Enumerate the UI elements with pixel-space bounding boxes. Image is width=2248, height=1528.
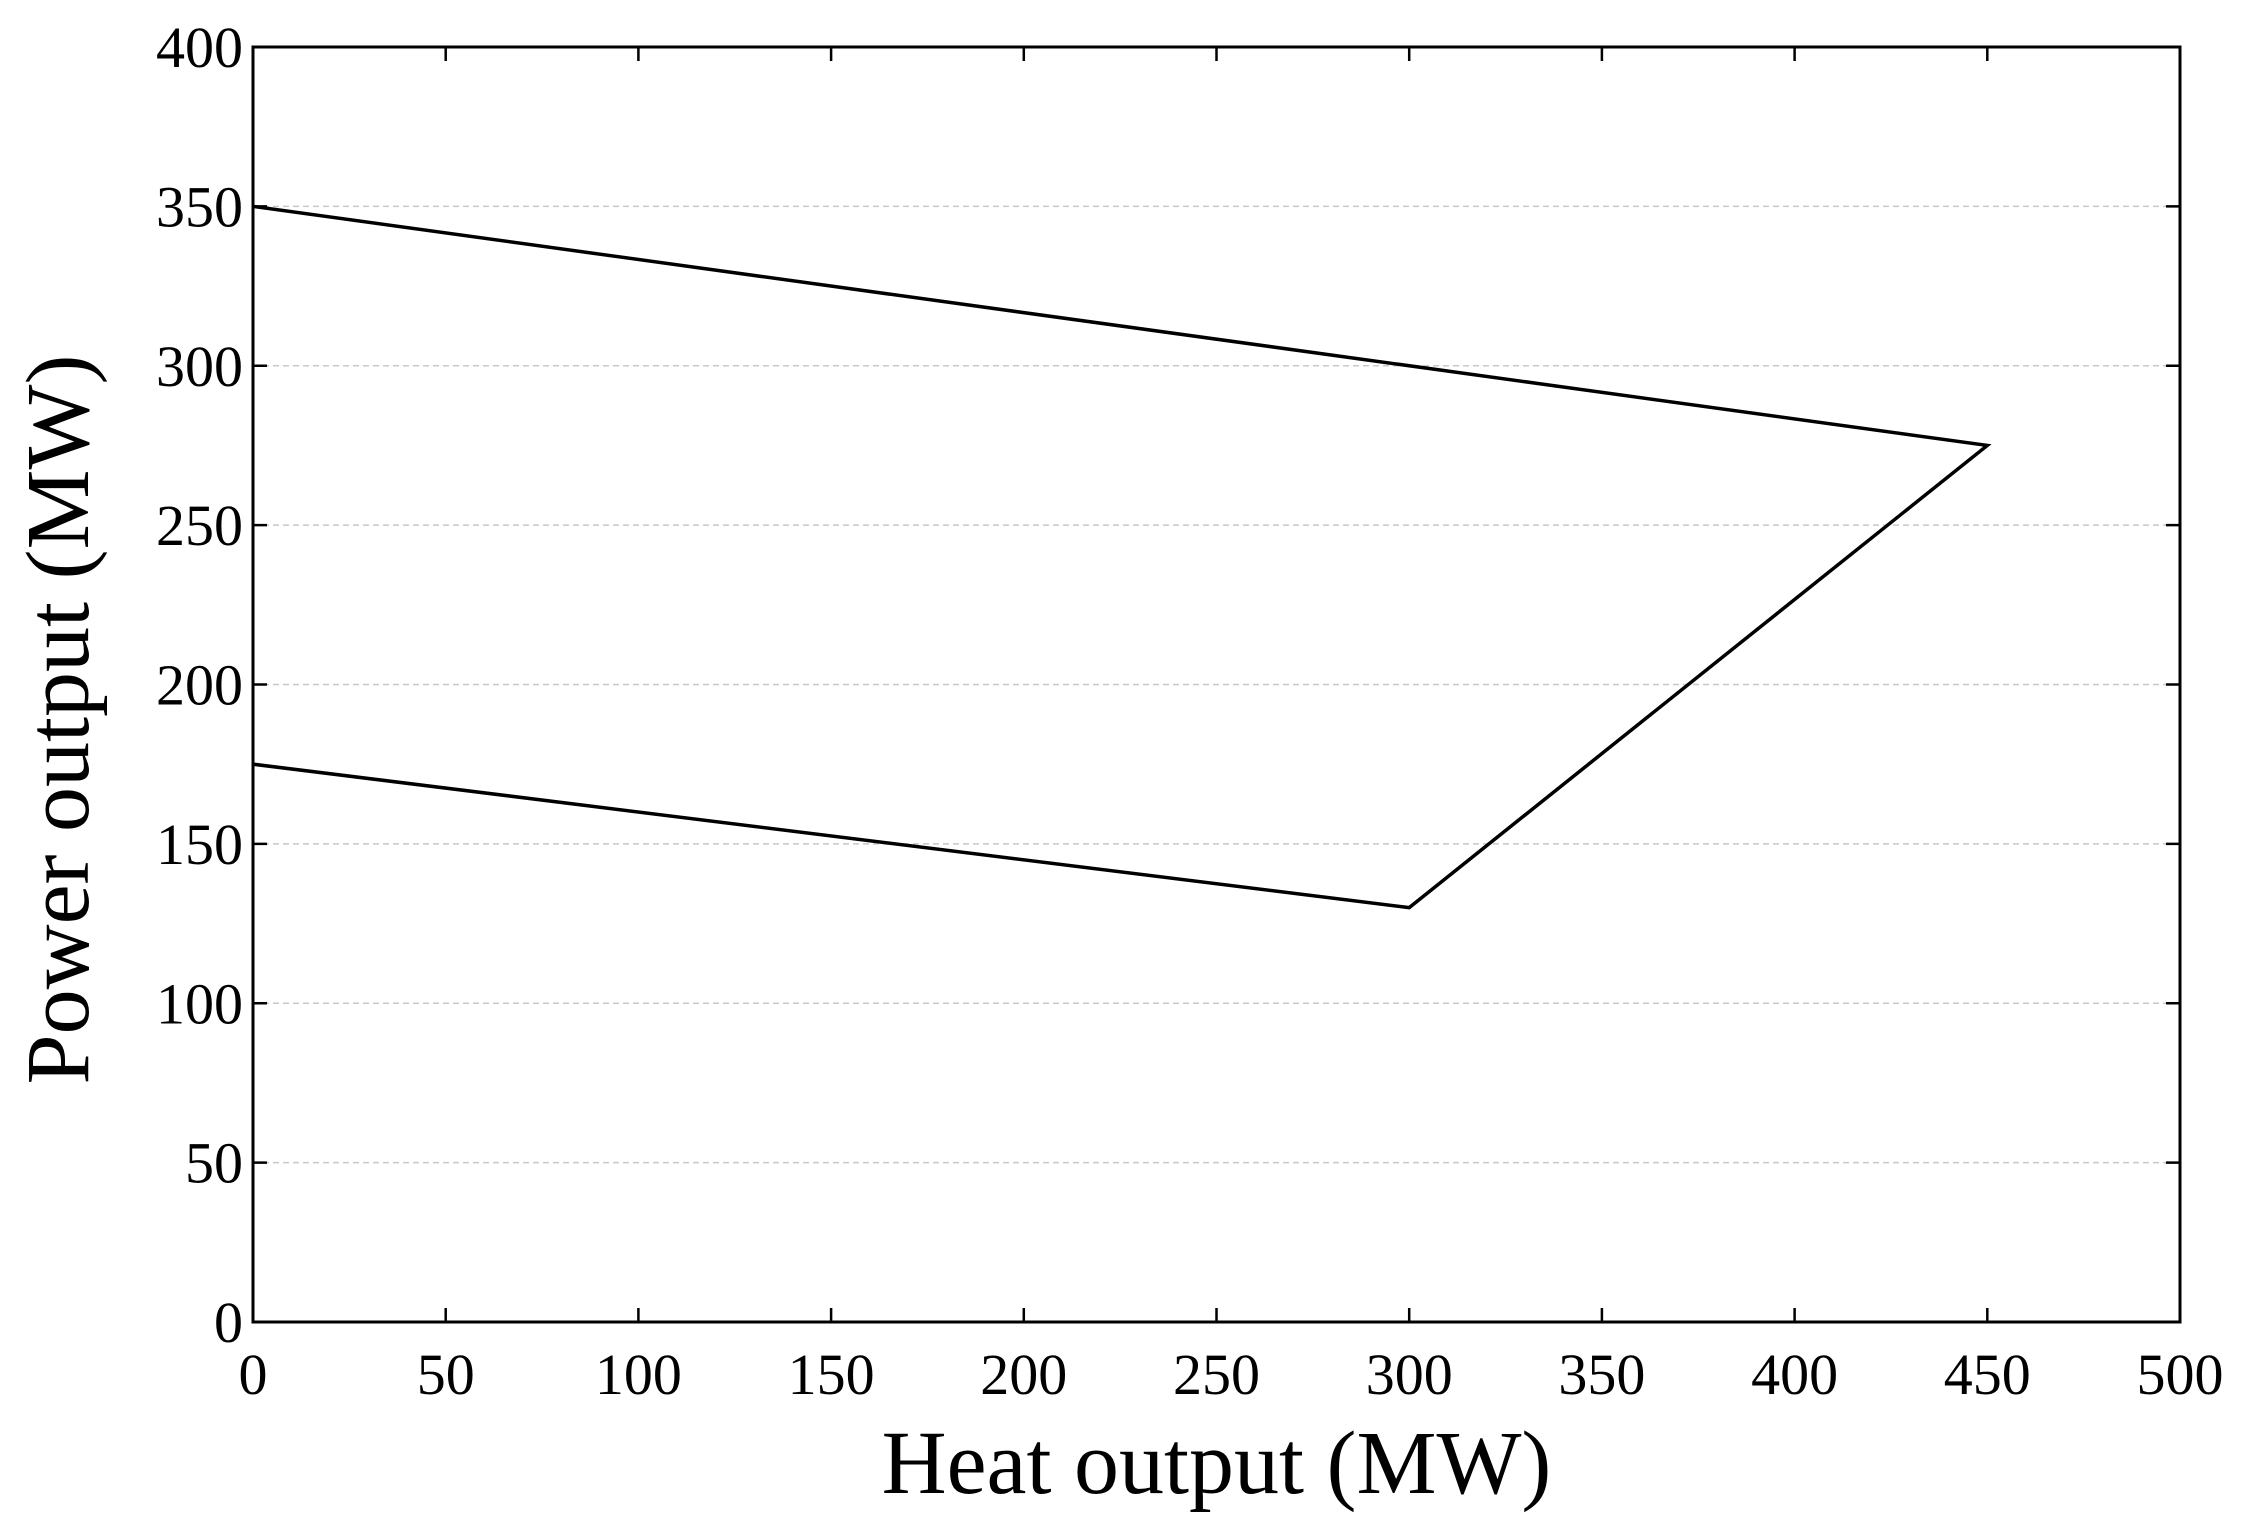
x-tick-labels: 0 50 100 150 200 250 300 350 400 450 500 <box>239 1342 2224 1407</box>
y-tick-label-150: 150 <box>156 812 243 877</box>
plot-frame <box>251 45 2182 1324</box>
series-layer <box>252 204 1992 910</box>
series-line-0 <box>252 204 1992 910</box>
y-tick-label-0: 0 <box>214 1290 243 1355</box>
y-tick-label-200: 200 <box>156 653 243 718</box>
x-axis-label: Heat output (MW) <box>882 1414 1552 1513</box>
x-tick-label-100: 100 <box>595 1342 682 1407</box>
y-tick-label-300: 300 <box>156 334 243 399</box>
x-tick-label-50: 50 <box>417 1342 475 1407</box>
y-tick-label-350: 350 <box>156 174 243 239</box>
y-axis-label: Power output (MW) <box>9 355 108 1085</box>
x-tick-label-350: 350 <box>1558 1342 1645 1407</box>
x-tick-label-300: 300 <box>1366 1342 1453 1407</box>
x-tick-label-500: 500 <box>2137 1342 2224 1407</box>
grid-lines <box>253 205 2180 1164</box>
y-tick-label-400: 400 <box>156 15 243 80</box>
y-tick-label-250: 250 <box>156 493 243 558</box>
y-tick-label-100: 100 <box>156 971 243 1036</box>
x-tick-label-150: 150 <box>788 1342 875 1407</box>
x-tick-label-0: 0 <box>239 1342 268 1407</box>
y-tick-label-50: 50 <box>185 1131 243 1196</box>
x-tick-label-450: 450 <box>1944 1342 2031 1407</box>
x-tick-label-200: 200 <box>980 1342 1067 1407</box>
y-tick-labels: 0 50 100 150 200 250 300 350 400 <box>156 15 243 1355</box>
x-tick-label-400: 400 <box>1751 1342 1838 1407</box>
x-tick-label-250: 250 <box>1173 1342 1260 1407</box>
